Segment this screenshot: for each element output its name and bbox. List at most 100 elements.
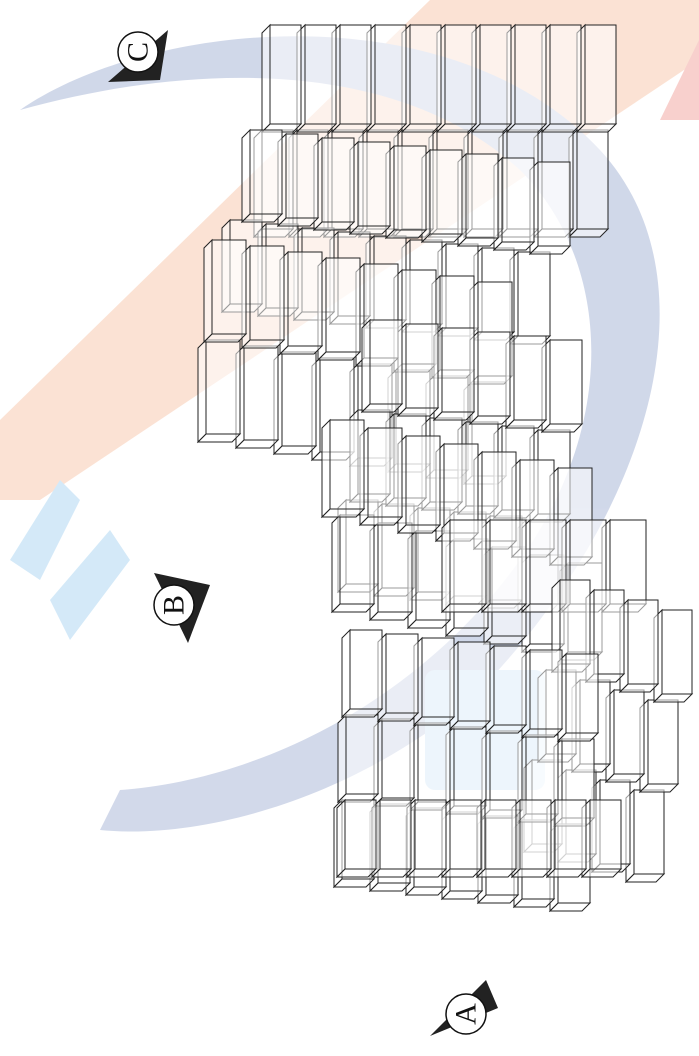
- block-face: [339, 514, 375, 605]
- block-side: [261, 23, 271, 134]
- block-end: [330, 603, 376, 613]
- viewpoint-b: B: [153, 573, 210, 643]
- marker-circle: [445, 993, 487, 1035]
- block-face: [249, 245, 285, 341]
- block-face: [647, 699, 679, 785]
- block-face: [519, 799, 552, 870]
- block-face: [444, 24, 477, 125]
- block-face: [285, 133, 319, 219]
- viewpoint-c: C: [108, 30, 168, 82]
- block-face: [501, 157, 535, 243]
- block-end: [272, 445, 318, 455]
- block-face: [549, 24, 582, 125]
- block-face: [243, 345, 279, 441]
- block-face: [367, 427, 403, 518]
- block-end: [240, 339, 286, 349]
- block-face: [269, 24, 302, 125]
- block-end: [440, 603, 488, 613]
- marker-circle: [153, 584, 195, 626]
- block-face: [513, 335, 547, 421]
- block-face: [405, 435, 441, 526]
- block-end: [196, 433, 242, 443]
- viewpoint-a: A: [430, 980, 498, 1036]
- block-face: [559, 579, 591, 665]
- block-face: [349, 629, 383, 710]
- block-face: [457, 641, 491, 722]
- block-face: [287, 251, 323, 347]
- block-face: [393, 145, 427, 231]
- block-end: [278, 345, 324, 355]
- block-face: [633, 789, 665, 875]
- block-face: [377, 522, 413, 613]
- block-end: [480, 603, 528, 613]
- block-face: [304, 24, 337, 125]
- block-face: [479, 24, 512, 125]
- block-side: [331, 513, 341, 614]
- viewpoint-label: B: [158, 595, 191, 615]
- block-end: [358, 516, 404, 526]
- block-face: [449, 799, 482, 870]
- block-end: [396, 524, 442, 534]
- block-face: [374, 24, 407, 125]
- block-side: [241, 128, 251, 224]
- marker-circle: [117, 31, 159, 73]
- block-face: [409, 24, 442, 125]
- block-face: [417, 722, 451, 803]
- block-side: [336, 798, 346, 879]
- block-face: [576, 129, 609, 230]
- block-face: [565, 653, 599, 734]
- block-face: [589, 799, 622, 870]
- block-face: [321, 137, 355, 223]
- block-face: [329, 419, 365, 510]
- block-face: [593, 589, 625, 675]
- watermark-mark: [660, 40, 699, 120]
- block-face: [429, 149, 463, 235]
- block-end: [202, 333, 248, 343]
- viewpoint-label: A: [450, 1003, 483, 1025]
- block-face: [385, 633, 419, 714]
- block-face: [489, 519, 527, 605]
- block-end: [406, 619, 452, 629]
- block-side: [197, 338, 207, 444]
- block-face: [613, 689, 645, 775]
- block-face: [517, 251, 551, 337]
- block-face: [514, 24, 547, 125]
- blocks: [196, 23, 694, 913]
- block-face: [421, 637, 455, 718]
- block-face: [529, 649, 563, 730]
- block-face: [344, 799, 377, 870]
- block-face: [414, 799, 447, 870]
- block-end: [316, 351, 362, 361]
- watermark-glyph: [10, 480, 130, 640]
- block-face: [627, 599, 659, 685]
- block-face: [205, 339, 241, 435]
- block-face: [357, 141, 391, 227]
- block-face: [489, 730, 523, 811]
- block-end: [320, 508, 366, 518]
- block-face: [249, 129, 283, 215]
- block-side: [203, 238, 213, 344]
- block-face: [584, 24, 617, 125]
- block-side: [361, 318, 371, 414]
- block-face: [211, 239, 247, 335]
- block-face: [465, 153, 499, 239]
- block-face: [441, 327, 475, 413]
- block-side: [321, 418, 331, 519]
- viewpoint-label: C: [122, 42, 155, 62]
- block-face: [369, 319, 403, 405]
- block-face: [549, 339, 583, 425]
- block-face: [379, 799, 412, 870]
- block-side: [441, 518, 451, 614]
- block-face: [325, 257, 361, 353]
- block-face: [453, 726, 487, 807]
- block-side: [337, 713, 347, 804]
- block-side: [341, 628, 351, 719]
- block-face: [345, 714, 379, 795]
- block-face: [281, 351, 317, 447]
- block-end: [444, 627, 490, 637]
- block-end: [368, 611, 414, 621]
- block-face: [484, 799, 517, 870]
- block-end: [234, 439, 280, 449]
